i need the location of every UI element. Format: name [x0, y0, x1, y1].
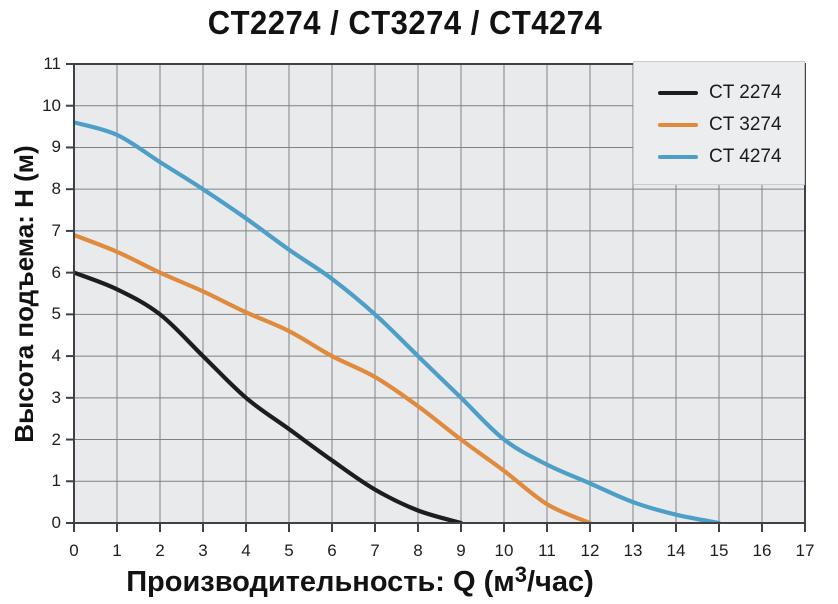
x-tick-label: 9 — [456, 541, 466, 560]
y-tick-label: 8 — [51, 179, 61, 199]
grid — [74, 64, 805, 523]
y-tick-label: 9 — [51, 137, 61, 157]
legend-line-swatch — [658, 91, 698, 95]
y-tick-label: 7 — [51, 220, 61, 240]
plot-border — [73, 63, 806, 524]
x-tick-label: 3 — [198, 541, 208, 560]
legend-item: CT 2274 — [658, 82, 804, 104]
legend: CT 2274 CT 3274 CT 4274 — [633, 61, 805, 185]
y-tick-label: 10 — [42, 95, 61, 115]
x-tick-label: 0 — [69, 541, 79, 560]
y-tick-label: 0 — [51, 513, 61, 532]
x-tick-label: 15 — [709, 541, 729, 560]
x-axis-label: Производительность: Q (м3/час) — [0, 562, 720, 599]
y-axis-label: Высота подъема: H (м) — [9, 145, 39, 443]
legend-line-swatch — [658, 123, 698, 127]
x-tick-label: 1 — [112, 541, 122, 560]
y-tick-label: 1 — [51, 471, 61, 491]
x-axis-label-text: Производительность: Q (м — [126, 566, 515, 598]
x-tick-label: 4 — [241, 541, 251, 560]
x-tick-label: 13 — [623, 541, 643, 560]
legend-label: CT 4274 — [709, 146, 782, 167]
x-tick-label: 12 — [580, 541, 600, 560]
curves — [73, 120, 722, 524]
y-tick-label: 4 — [51, 346, 61, 366]
legend-line-swatch — [658, 155, 698, 159]
y-tick-label: 6 — [51, 262, 61, 282]
x-tick-label: 17 — [795, 541, 815, 560]
legend-label: CT 2274 — [709, 82, 782, 103]
y-tick-label: 11 — [43, 54, 61, 73]
y-tick-label: 2 — [51, 429, 61, 449]
legend-item: CT 4274 — [658, 146, 804, 168]
curve-ct-2274 — [73, 270, 464, 524]
x-axis-label-suffix: /час) — [527, 566, 594, 598]
chart-title: CT2274 / CT3274 / CT4274 — [207, 4, 603, 42]
x-tick-label: 8 — [413, 541, 423, 560]
tick-marks — [66, 63, 806, 532]
curve-ct-4274 — [73, 120, 722, 524]
x-tick-label: 11 — [538, 541, 556, 560]
x-tick-label: 14 — [666, 541, 686, 560]
legend-item: CT 3274 — [658, 114, 804, 136]
x-tick-label: 2 — [155, 541, 165, 560]
x-tick-label: 16 — [752, 541, 772, 560]
x-axis-label-superscript: 3 — [514, 562, 527, 587]
y-tick-label: 3 — [51, 387, 61, 407]
x-tick-label: 6 — [327, 541, 337, 560]
legend-label: CT 3274 — [709, 114, 782, 135]
curve-ct-3274 — [73, 233, 593, 524]
x-tick-label: 10 — [494, 541, 514, 560]
x-tick-label: 5 — [284, 541, 294, 560]
x-tick-label: 7 — [370, 541, 380, 560]
y-tick-label: 5 — [51, 304, 61, 324]
